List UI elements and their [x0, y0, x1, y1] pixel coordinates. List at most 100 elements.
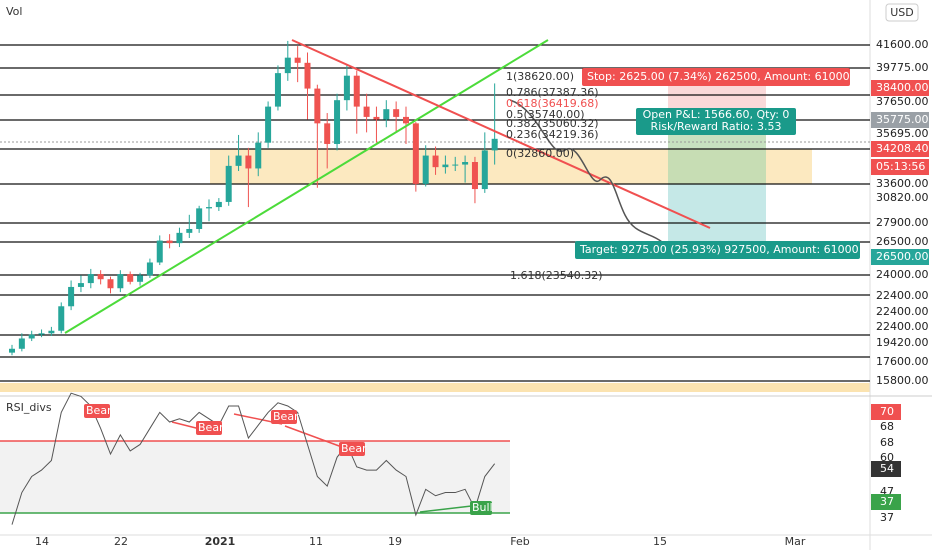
- candle-body: [481, 150, 488, 190]
- candle-body: [393, 109, 400, 117]
- price-label: 33600.00: [876, 177, 929, 190]
- candle-body: [38, 333, 45, 335]
- candle-body: [324, 123, 331, 144]
- x-tick-label: 14: [35, 535, 49, 548]
- price-label: 26500.00: [876, 250, 929, 263]
- rsi-tag: [871, 461, 901, 477]
- candle-body: [265, 106, 272, 143]
- price-label: 26500.00: [876, 235, 929, 248]
- x-tick-label: Mar: [785, 535, 806, 548]
- price-tag: [871, 112, 929, 128]
- volume-title: Vol: [6, 5, 22, 18]
- candle-body: [117, 274, 124, 289]
- price-label: 15800.00: [876, 374, 929, 387]
- candle-body: [274, 73, 281, 107]
- candle-body: [18, 338, 25, 349]
- x-tick-label: 19: [388, 535, 402, 548]
- rsi-axis-label: 37: [880, 495, 894, 508]
- price-label: 39775.00: [876, 61, 929, 74]
- price-label: 17600.00: [876, 355, 929, 368]
- candle-body: [166, 240, 173, 244]
- rsi-band: [0, 441, 510, 513]
- candle-body: [225, 165, 232, 202]
- candle-body: [412, 123, 419, 184]
- stop-box: [582, 68, 850, 86]
- x-tick-label: 22: [114, 535, 128, 548]
- divergence-label: Bear: [198, 421, 224, 434]
- fib-label: 0(32860.00): [506, 147, 574, 160]
- candle-body: [137, 275, 144, 282]
- candle-body: [294, 57, 301, 63]
- candle-body: [373, 116, 380, 120]
- rsi-axis-label: 60: [880, 451, 894, 464]
- rsi-tag: [871, 494, 901, 510]
- rsi-axis-label: 37: [880, 511, 894, 524]
- target-label: Target: 9275.00 (25.93%) 927500, Amount:…: [579, 243, 859, 256]
- fib-label: 0.5(35740.00): [506, 108, 585, 121]
- price-label: 35775.00: [876, 113, 929, 126]
- fib-label: 0.236(34219.36): [506, 128, 599, 141]
- currency-button[interactable]: [885, 3, 919, 22]
- divergence-tag: [339, 442, 365, 456]
- pnl-label: Open P&L: 1566.60, Qty: 0: [643, 108, 790, 121]
- candle-body: [255, 142, 262, 169]
- price-label: 30820.00: [876, 191, 929, 204]
- x-tick-label: 11: [309, 535, 323, 548]
- divergence-label: Bear: [273, 410, 299, 423]
- rsi-axis-label: 70: [880, 405, 894, 418]
- rr-label: Risk/Reward Ratio: 3.53: [651, 120, 782, 133]
- divergence-label: Bull: [472, 501, 493, 514]
- candle-body: [196, 208, 203, 229]
- candle-body: [304, 62, 311, 89]
- trend-line: [291, 39, 711, 229]
- price-label: 41600.00: [876, 38, 929, 51]
- price-label: 35695.00: [876, 127, 929, 140]
- candle-body: [314, 88, 321, 124]
- price-label: 38400.00: [876, 81, 929, 94]
- profit-zone: [668, 135, 766, 185]
- candle-body: [28, 334, 35, 339]
- candle-body: [334, 100, 341, 144]
- rsi-axis-label: 54: [880, 462, 894, 475]
- candle-body: [245, 155, 252, 169]
- price-tag: [871, 249, 929, 265]
- candle-body: [432, 155, 439, 168]
- candle-body: [403, 116, 409, 124]
- rsi-axis-label: 68: [880, 420, 894, 433]
- candle-body: [462, 162, 469, 165]
- fib-label: 0.618(36419.68): [506, 97, 599, 110]
- candle-body: [156, 240, 163, 263]
- candle-body: [235, 155, 242, 166]
- divergence-label: Bear: [86, 404, 112, 417]
- fib-label: 1(38620.00): [506, 70, 574, 83]
- candle-body: [206, 207, 212, 209]
- candle-body: [186, 228, 193, 233]
- candle-body: [353, 75, 360, 107]
- x-tick-label: 2021: [205, 535, 236, 548]
- stop-label: Stop: 2625.00 (7.34%) 262500, Amount: 61…: [587, 70, 850, 83]
- fib-label: 1.618(23540.32): [510, 269, 603, 282]
- candle-body: [383, 109, 390, 120]
- price-label: 22400.00: [876, 305, 929, 318]
- divergence-tag: [196, 421, 222, 435]
- x-tick-label: Feb: [510, 535, 529, 548]
- target-zone: [668, 184, 766, 242]
- candle-body: [127, 274, 134, 282]
- candle-body: [422, 155, 429, 184]
- candle-body: [452, 164, 459, 166]
- fib-label: 0.786(37387.36): [506, 86, 599, 99]
- rsi-title: RSI_divs: [6, 401, 52, 414]
- trend-line: [64, 39, 549, 334]
- candle-body: [68, 286, 75, 307]
- candle-body: [471, 162, 478, 190]
- price-label: 19420.00: [876, 336, 929, 349]
- candle-body: [491, 138, 498, 151]
- candle-body: [363, 106, 370, 117]
- candle-body: [9, 348, 15, 353]
- divergence-tag: [470, 501, 492, 515]
- currency-label[interactable]: USD: [890, 6, 914, 19]
- candle-body: [343, 75, 350, 101]
- candle-body: [284, 57, 291, 74]
- target-box: [575, 241, 860, 259]
